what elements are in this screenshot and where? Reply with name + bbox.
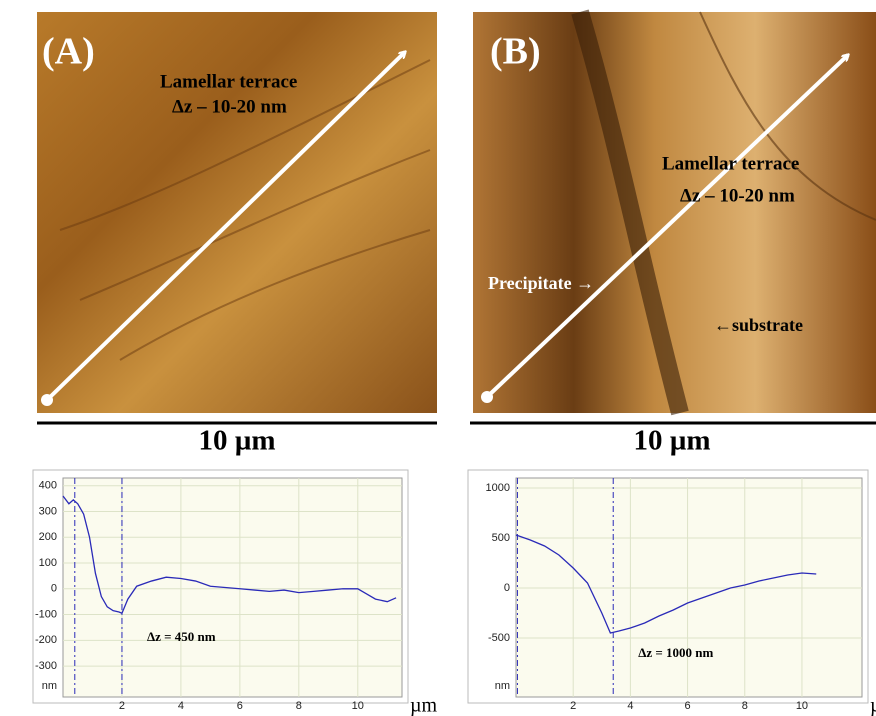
y-tick-label: 1000 <box>486 482 510 494</box>
panel-label: (B) <box>490 31 541 73</box>
y-tick-label: -300 <box>35 660 57 672</box>
y-tick-label: 0 <box>51 583 57 595</box>
scale-label: 10 µm <box>198 425 275 457</box>
x-tick-label: 4 <box>627 700 633 712</box>
annotation: Δz – 10-20 nm <box>172 96 287 117</box>
y-tick-label: 500 <box>492 532 510 544</box>
y-unit: nm <box>495 680 510 692</box>
x-tick-label: 6 <box>685 700 691 712</box>
x-tick-label: 10 <box>796 700 808 712</box>
x-tick-label: 8 <box>296 700 302 712</box>
y-tick-label: 200 <box>39 531 57 543</box>
y-tick-label: -500 <box>488 632 510 644</box>
x-tick-label: 4 <box>178 700 184 712</box>
annotation: ←substrate <box>714 315 803 335</box>
figure-canvas: (A) Lamellar terrace Δz – 10-20 nm 10 µm… <box>0 0 876 716</box>
annotation: Δz – 10-20 nm <box>680 185 795 206</box>
annotation: Δz = 1000 nm <box>638 645 713 660</box>
y-tick-label: 100 <box>39 557 57 569</box>
x-tick-label: 2 <box>119 700 125 712</box>
y-tick-label: -100 <box>35 608 57 620</box>
y-tick-label: 400 <box>39 480 57 492</box>
figure: (A) Lamellar terrace Δz – 10-20 nm 10 µm… <box>0 0 876 716</box>
scale-label: 10 µm <box>633 425 710 457</box>
x-tick-label: 2 <box>570 700 576 712</box>
x-tick-label: 10 <box>352 700 364 712</box>
x-unit: µm <box>410 695 438 716</box>
annotation: Lamellar terrace <box>160 71 297 92</box>
annotation: Precipitate → <box>488 273 594 293</box>
y-tick-label: -200 <box>35 634 57 646</box>
annotation: Lamellar terrace <box>662 153 799 174</box>
x-tick-label: 6 <box>237 700 243 712</box>
y-tick-label: 300 <box>39 505 57 517</box>
panel-label: (A) <box>42 31 95 73</box>
annotation: Δz = 450 nm <box>147 629 216 644</box>
y-unit: nm <box>42 680 57 692</box>
x-tick-label: 8 <box>742 700 748 712</box>
x-unit: µm <box>870 695 876 716</box>
y-tick-label: 0 <box>504 582 510 594</box>
